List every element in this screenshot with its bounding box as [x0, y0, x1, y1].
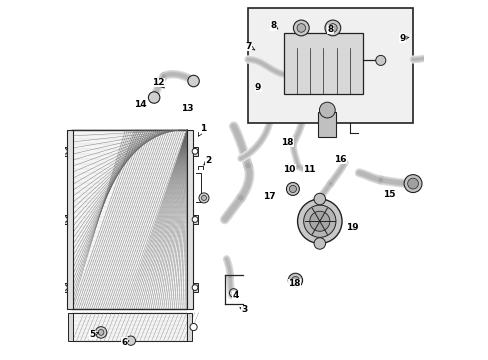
- Circle shape: [61, 217, 67, 222]
- Bar: [62, 283, 67, 292]
- Bar: [187, 130, 192, 309]
- Circle shape: [375, 55, 385, 66]
- Circle shape: [98, 329, 104, 335]
- Circle shape: [303, 205, 335, 237]
- Text: 16: 16: [334, 155, 346, 164]
- Circle shape: [61, 285, 67, 291]
- Text: 15: 15: [383, 190, 395, 199]
- Circle shape: [293, 20, 308, 36]
- Circle shape: [61, 148, 67, 154]
- Circle shape: [148, 92, 160, 103]
- Circle shape: [313, 193, 325, 205]
- Circle shape: [126, 336, 135, 345]
- Text: 11: 11: [303, 165, 315, 174]
- Text: 10: 10: [283, 165, 295, 174]
- Circle shape: [192, 285, 198, 291]
- Text: 8: 8: [269, 21, 277, 30]
- Circle shape: [192, 217, 198, 222]
- Text: 5: 5: [89, 330, 99, 339]
- Circle shape: [403, 175, 421, 193]
- Circle shape: [296, 24, 305, 32]
- Text: 8: 8: [327, 25, 333, 34]
- Circle shape: [328, 24, 336, 32]
- Circle shape: [313, 238, 325, 249]
- Circle shape: [187, 75, 199, 87]
- Text: 17: 17: [263, 192, 275, 201]
- Circle shape: [286, 183, 299, 195]
- Circle shape: [325, 20, 340, 36]
- Circle shape: [407, 178, 418, 189]
- Bar: [192, 283, 197, 292]
- Circle shape: [199, 193, 208, 203]
- Circle shape: [289, 185, 296, 193]
- Text: 18: 18: [288, 279, 300, 288]
- Text: 3: 3: [240, 305, 247, 314]
- Circle shape: [192, 148, 198, 154]
- Text: 7: 7: [245, 42, 254, 51]
- Circle shape: [229, 289, 238, 297]
- Text: 2: 2: [203, 156, 211, 165]
- Bar: [284, 33, 362, 94]
- Text: 9: 9: [398, 34, 408, 43]
- Circle shape: [287, 273, 302, 288]
- Text: 13: 13: [181, 104, 193, 113]
- Text: 12: 12: [152, 78, 164, 88]
- Text: 18: 18: [281, 138, 293, 147]
- Bar: [72, 313, 187, 341]
- Bar: [62, 147, 67, 156]
- Circle shape: [190, 323, 197, 330]
- Bar: [192, 215, 197, 224]
- Text: 1: 1: [198, 123, 206, 136]
- Circle shape: [95, 327, 106, 338]
- Bar: [68, 313, 73, 341]
- Circle shape: [309, 211, 329, 231]
- Bar: [318, 112, 336, 137]
- Bar: [247, 8, 412, 123]
- Bar: [72, 130, 187, 309]
- Circle shape: [201, 195, 206, 201]
- Bar: [192, 147, 197, 156]
- Bar: [67, 130, 73, 309]
- Text: 9: 9: [254, 83, 261, 92]
- Text: 6: 6: [121, 338, 129, 347]
- Text: 19: 19: [345, 223, 358, 232]
- Text: 4: 4: [232, 291, 238, 300]
- Bar: [187, 313, 191, 341]
- Text: 14: 14: [134, 100, 146, 109]
- Circle shape: [319, 102, 335, 118]
- Circle shape: [291, 276, 299, 284]
- Circle shape: [297, 199, 341, 243]
- Bar: [62, 215, 67, 224]
